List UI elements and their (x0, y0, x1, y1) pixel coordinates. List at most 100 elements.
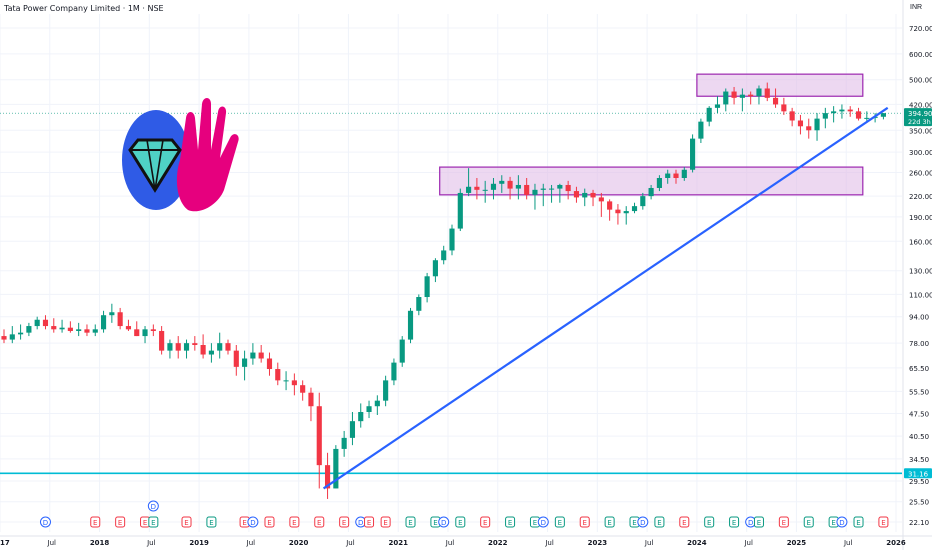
candle-body (175, 343, 181, 351)
y-tick-label: 25.50 (909, 499, 929, 507)
candle-body (1, 336, 7, 340)
candle-body (167, 343, 173, 351)
candle-body (797, 120, 804, 127)
x-tick-label: 2019 (189, 539, 209, 547)
candle-body (731, 91, 737, 98)
event-label: E (317, 519, 321, 527)
candle-body (681, 169, 687, 178)
candle-body (532, 189, 538, 195)
logo-diamond-icon (128, 138, 182, 193)
event-label: D (839, 519, 844, 527)
x-tick-label: Jul (47, 539, 57, 547)
event-label: D (441, 519, 446, 527)
x-tick-label: 2022 (488, 539, 508, 547)
candle-body (358, 412, 364, 422)
candle-body (183, 343, 190, 351)
candle-body (125, 326, 132, 330)
event-label: D (250, 519, 255, 527)
candle-body (656, 177, 662, 188)
candle-body (623, 211, 629, 214)
x-tick-label: 2020 (289, 539, 309, 547)
event-label: E (483, 519, 487, 527)
y-tick-label: 34.50 (909, 456, 929, 464)
event-label: E (383, 519, 387, 527)
dividend-event-icon (438, 516, 450, 528)
event-label: E (433, 519, 437, 527)
candle-body (324, 465, 331, 489)
candle-body (109, 312, 115, 316)
earnings-event-icon (339, 516, 350, 528)
candle-body (814, 118, 820, 131)
candle-body (42, 319, 49, 327)
x-tick-label: 2023 (588, 539, 608, 547)
candle-body (26, 326, 32, 333)
candle-body (474, 186, 480, 190)
candle-body (490, 183, 497, 190)
candle-body (607, 201, 613, 210)
candle-body (366, 406, 372, 413)
candle-body (640, 196, 646, 207)
event-label: E (682, 519, 686, 527)
y-tick-label: 65.50 (909, 365, 929, 373)
x-tick-label: Jul (246, 539, 256, 547)
earnings-event-icon (679, 516, 690, 528)
y-tick-label: 720.00 (909, 25, 932, 33)
event-label: E (342, 519, 346, 527)
dividend-event-icon (637, 516, 649, 528)
earnings-event-icon (314, 516, 325, 528)
candle-body (524, 184, 530, 195)
candle-body (615, 209, 621, 214)
uptrend-line (322, 106, 889, 490)
y-tick-label: 420.00 (909, 101, 932, 109)
candle-body (291, 380, 297, 386)
event-label: E (732, 519, 736, 527)
earnings-event-icon (289, 516, 300, 528)
dividend-event-icon (247, 516, 259, 528)
earnings-event-icon (148, 516, 159, 528)
candle-body (714, 104, 721, 108)
chart-title: Tata Power Company Limited · 1M · NSE (4, 4, 164, 13)
event-label: E (93, 519, 97, 527)
candle-body (192, 343, 198, 345)
event-label: E (831, 519, 835, 527)
earnings-event-icon (115, 516, 126, 528)
x-tick-label: 2017 (0, 539, 10, 547)
candle-body (407, 310, 414, 340)
candle-body (565, 184, 571, 192)
y-tick-label: 600.00 (909, 51, 932, 59)
candle-body (690, 138, 696, 170)
candle-body (275, 369, 281, 381)
price-label-text: 394.90 (908, 110, 932, 118)
x-tick-label: Jul (345, 539, 355, 547)
x-tick-label: 2026 (886, 539, 906, 547)
candle-body (772, 97, 779, 105)
y-tick-label: 110.00 (909, 291, 932, 299)
event-label: E (533, 519, 537, 527)
candle-body (374, 400, 380, 407)
candle-body (18, 332, 24, 335)
resistance-zone-0 (696, 73, 864, 97)
candle-body (59, 327, 65, 330)
event-label: E (292, 519, 296, 527)
candle-body (92, 329, 98, 333)
event-label: E (367, 519, 371, 527)
dividend-event-icon (537, 516, 549, 528)
dividend-event-icon (836, 516, 848, 528)
event-label: E (558, 519, 562, 527)
event-label: E (583, 519, 587, 527)
x-tick-label: Jul (544, 539, 554, 547)
candle-body (333, 448, 339, 489)
earnings-event-icon (654, 516, 665, 528)
earnings-event-icon (380, 516, 391, 528)
earnings-event-icon (480, 516, 491, 528)
earnings-event-icon (753, 516, 764, 528)
candle-body (781, 104, 787, 112)
candle-body (9, 334, 15, 340)
logo-hand-icon (176, 98, 239, 212)
candle-body (208, 350, 214, 355)
candle-body (399, 339, 405, 363)
candle-body (441, 250, 447, 261)
candle-body (142, 329, 148, 337)
